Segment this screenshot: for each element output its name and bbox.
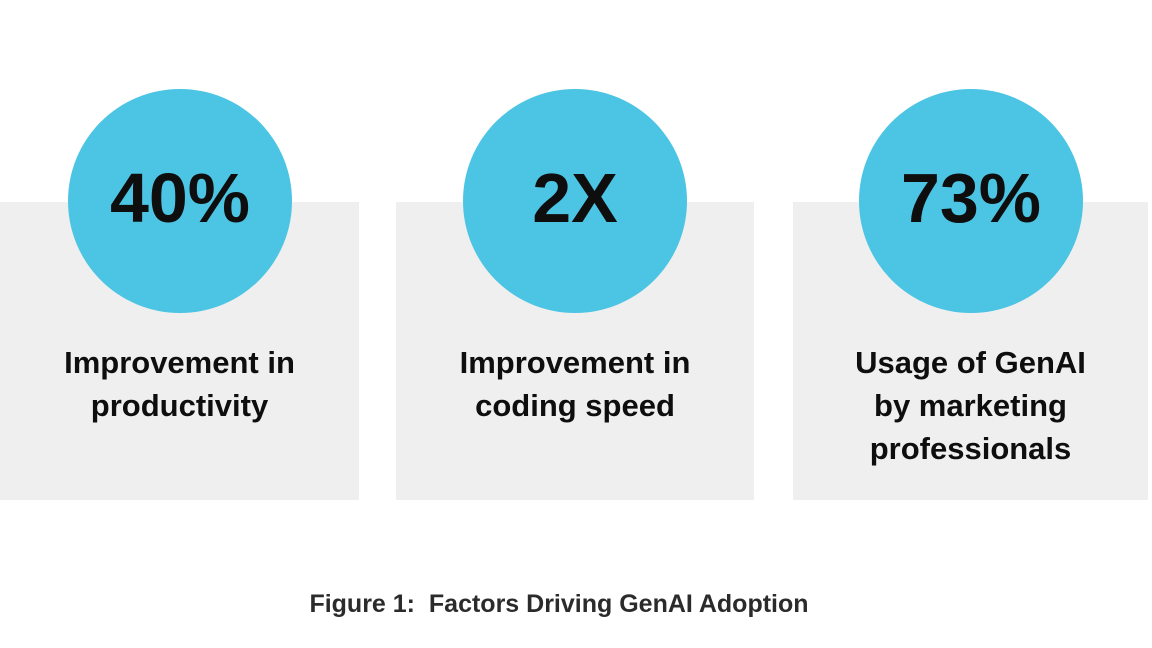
stat-circle-coding-speed: 2X [463, 89, 687, 313]
stat-value-coding-speed: 2X [532, 159, 618, 237]
stat-label-marketing-usage: Usage of GenAI by marketing professional… [855, 345, 1086, 466]
stat-label-productivity: Improvement in productivity [64, 345, 295, 423]
stat-circle-productivity: 40% [68, 89, 292, 313]
stat-circle-marketing-usage: 73% [859, 89, 1083, 313]
figure-caption: Figure 1: Factors Driving GenAI Adoption [309, 590, 809, 618]
stat-value-marketing-usage: 73% [900, 159, 1042, 237]
stat-label-coding-speed: Improvement in coding speed [459, 345, 691, 423]
stat-value-productivity: 40% [109, 159, 251, 237]
